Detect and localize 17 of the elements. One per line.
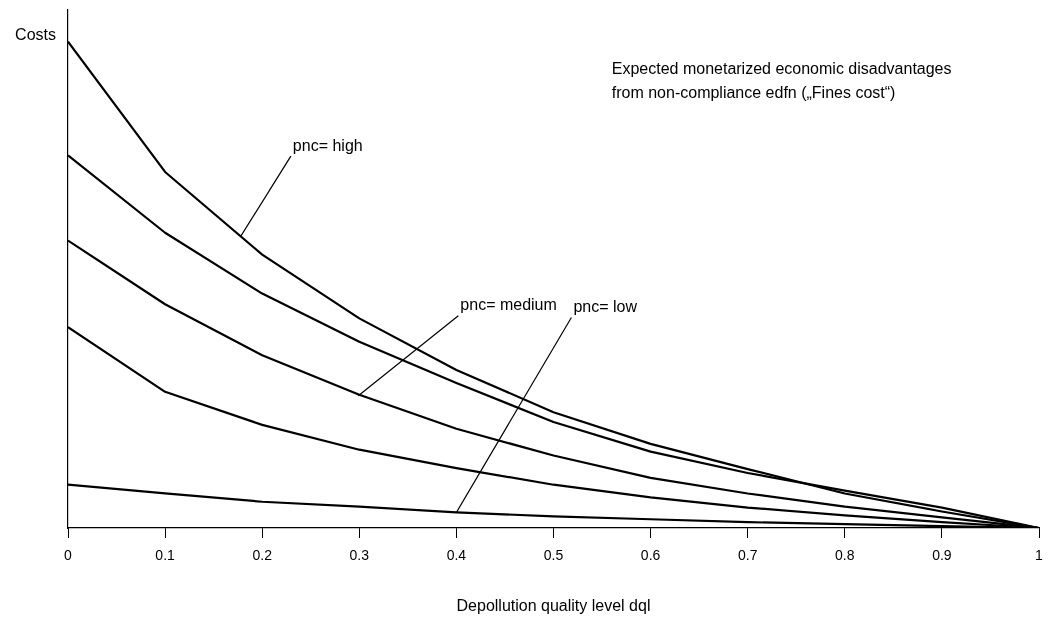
x-tick-label: 1 [1035, 547, 1044, 564]
x-tick-label: 0.3 [349, 547, 370, 564]
x-tick-label: 0.8 [835, 547, 855, 564]
x-tick-label: 0.9 [932, 547, 952, 564]
x-tick-label: 0.5 [543, 547, 564, 564]
x-tick-label: 0.1 [155, 547, 176, 564]
annotation: pnc= low [573, 297, 638, 315]
x-axis-title: Depollution quality level dql [456, 596, 651, 614]
annotation: pnc= high [292, 136, 363, 154]
x-tick-label: 0 [64, 547, 73, 564]
x-tick-label: 0.7 [737, 547, 758, 564]
x-tick-label: 0.4 [446, 547, 467, 564]
annotation: pnc= medium [460, 296, 557, 314]
annotation: Expected monetarized economic disadvantages from non-compliance edfn („Fines cost“) [611, 60, 952, 102]
x-tick-label: 0.2 [252, 547, 273, 564]
x-tick-label: 0.6 [640, 547, 661, 564]
y-axis-title: Costs [15, 26, 56, 44]
